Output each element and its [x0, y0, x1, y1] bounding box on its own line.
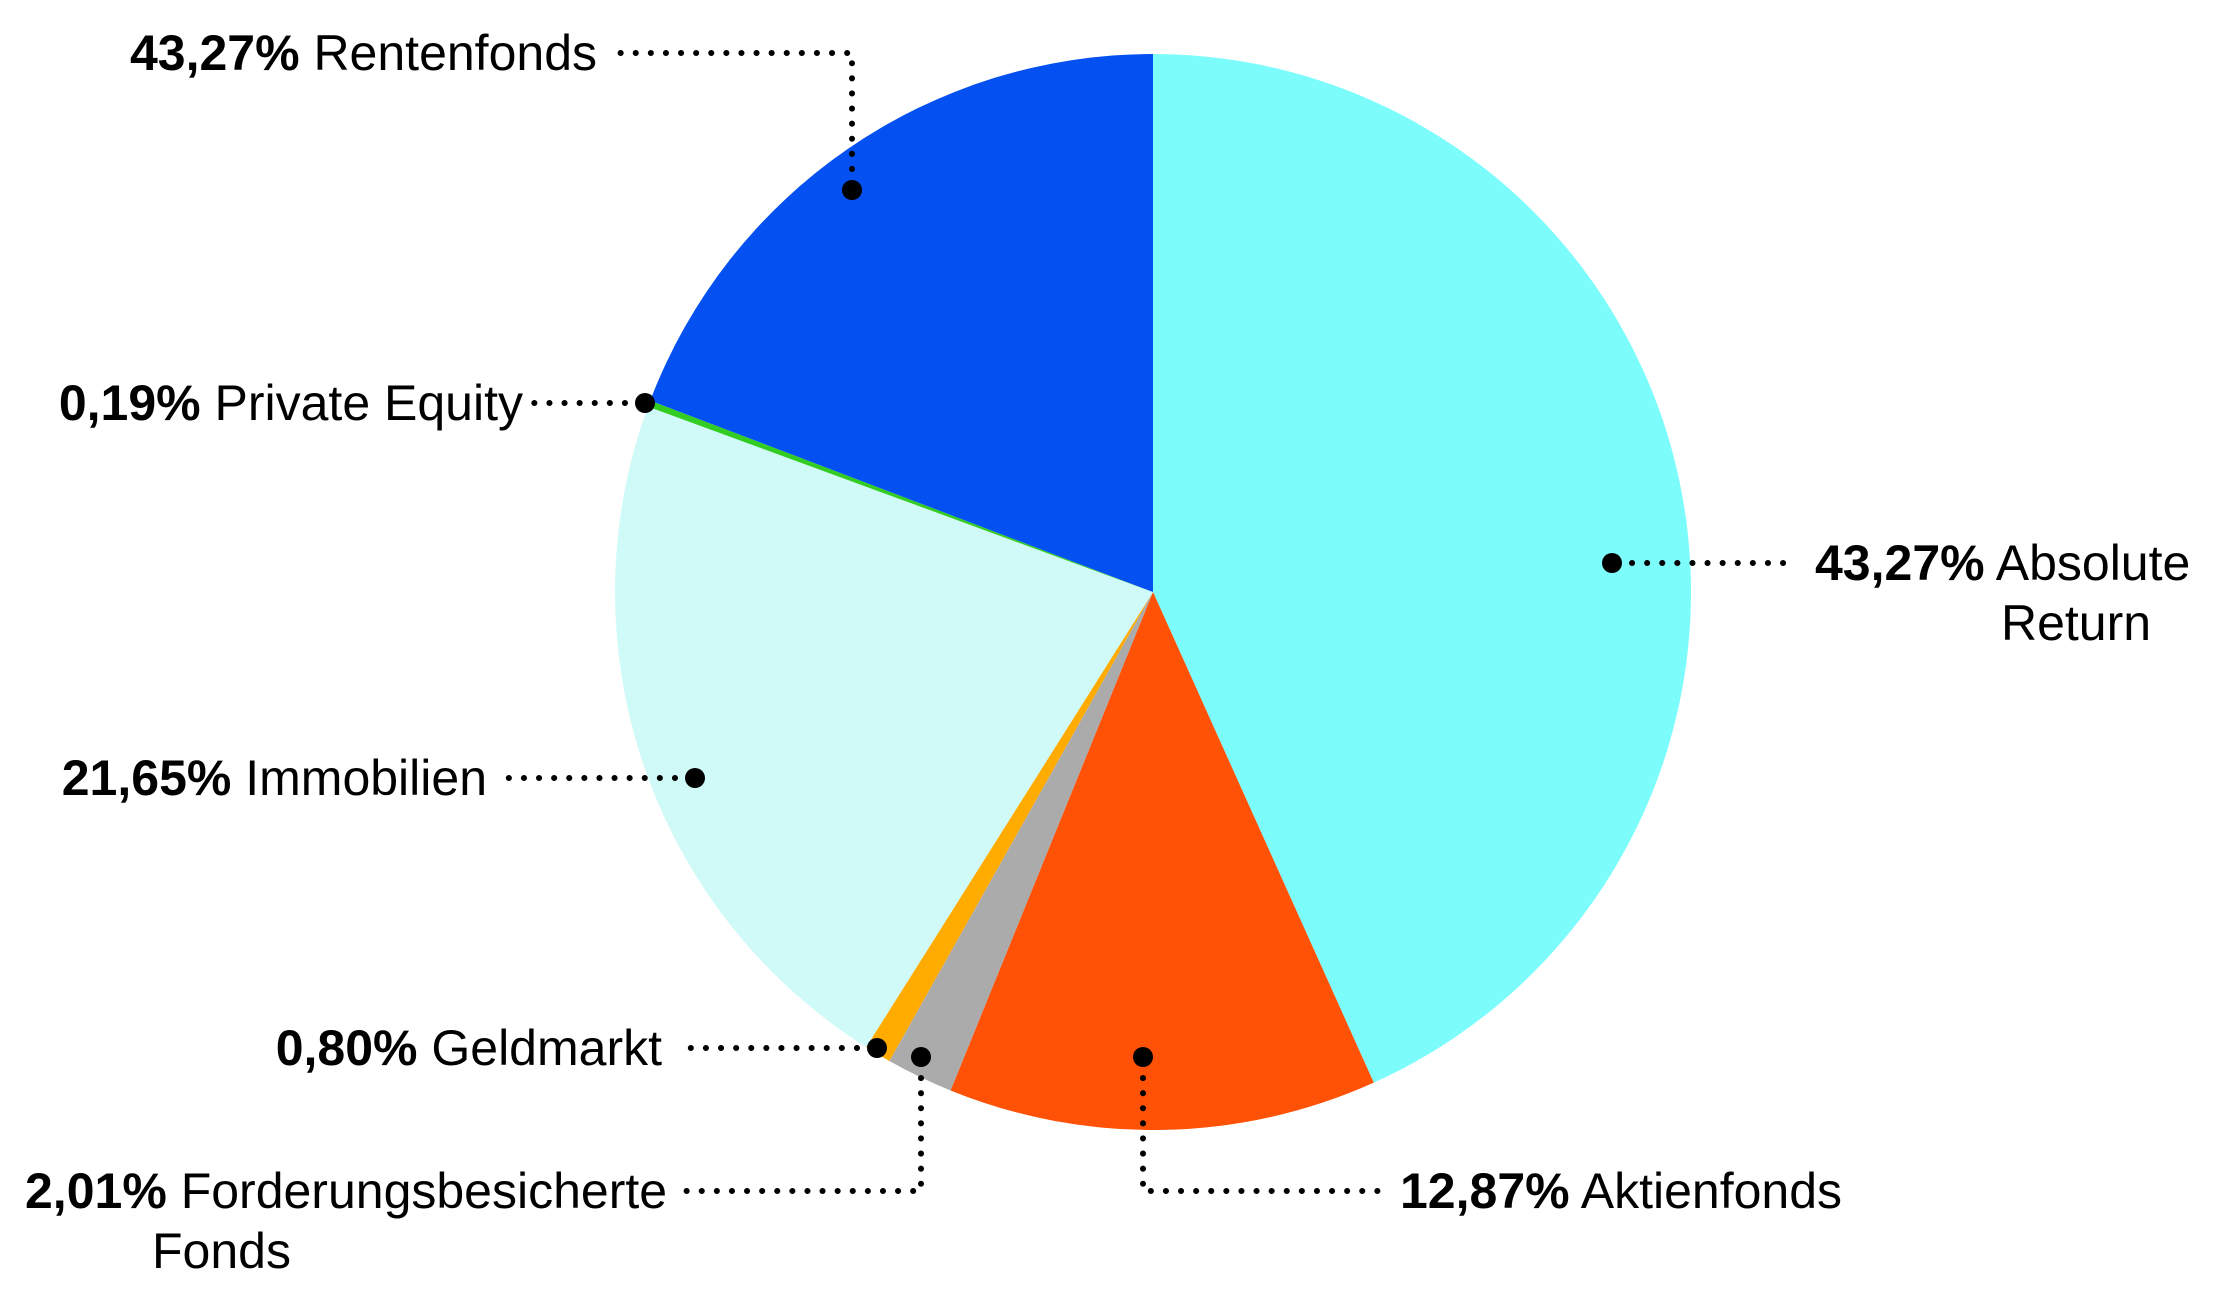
callout-dot-aktienfonds	[1133, 1047, 1153, 1067]
callout-dot-absolute-return	[1602, 553, 1622, 573]
callout-dot-forderungsbesicherte-fonds	[911, 1047, 931, 1067]
pie-slice-immobilien	[614, 406, 1153, 1048]
label-private-equity: 0,19% Private Equity	[59, 373, 523, 433]
pie-slice-private-equity	[647, 400, 1153, 592]
pie-slice-geldmarkt	[866, 592, 1153, 1061]
label-absolute-return: 43,27% Absolute Return	[1815, 533, 2190, 653]
callout-dot-rentenfonds	[842, 180, 862, 200]
leader-line-forderungsbesicherte-fonds	[680, 1075, 924, 1194]
callout-dot-geldmarkt	[867, 1038, 887, 1058]
label-aktienfonds-pct: 12,87%	[1400, 1163, 1570, 1219]
label-immobilien: 21,65% Immobilien	[62, 748, 487, 808]
label-forderungsbesicherte-fonds: 2,01% Forderungsbesicherte Fonds	[25, 1161, 667, 1281]
pie-slice-rentenfonds	[650, 53, 1153, 592]
label-geldmarkt-name: Geldmarkt	[431, 1020, 662, 1076]
label-aktienfonds-name: Aktienfonds	[1580, 1163, 1843, 1219]
label-immobilien-pct: 21,65%	[61, 750, 232, 806]
label-private-equity-pct: 0,19%	[58, 375, 201, 431]
label-absolute-return-name: Absolute	[1995, 535, 2191, 591]
label-absolute-return-line1: 43,27% Absolute	[1815, 533, 2190, 593]
label-forderungsbesicherte-name: Forderungsbesicherte	[180, 1163, 668, 1219]
label-forderungsbesicherte-line1: 2,01% Forderungsbesicherte	[25, 1161, 667, 1221]
label-private-equity-name: Private Equity	[214, 375, 523, 431]
label-rentenfonds-pct: 43,27%	[129, 25, 300, 81]
label-rentenfonds: 43,27% Rentenfonds	[130, 23, 597, 83]
label-absolute-return-pct: 43,27%	[1815, 535, 1985, 591]
leader-line-aktienfonds	[1140, 1075, 1388, 1194]
callout-dot-immobilien	[685, 768, 705, 788]
label-forderungsbesicherte-pct: 2,01%	[25, 1163, 167, 1219]
label-forderungsbesicherte-line2: Fonds	[152, 1223, 291, 1279]
pie-slice-forderungsbesicherte-fonds	[889, 592, 1153, 1091]
pie-slice-aktienfonds	[950, 592, 1374, 1130]
label-rentenfonds-name: Rentenfonds	[313, 25, 597, 81]
label-aktienfonds: 12,87% Aktienfonds	[1400, 1161, 1842, 1221]
pie-slice-absolute-return	[1153, 54, 1691, 1083]
label-absolute-return-line2: Return	[2001, 595, 2152, 651]
leader-line-rentenfonds	[609, 50, 855, 172]
label-immobilien-name: Immobilien	[245, 750, 487, 806]
label-geldmarkt-pct: 0,80%	[275, 1020, 418, 1076]
callout-dot-private-equity	[635, 393, 655, 413]
label-geldmarkt: 0,80% Geldmarkt	[276, 1018, 662, 1078]
